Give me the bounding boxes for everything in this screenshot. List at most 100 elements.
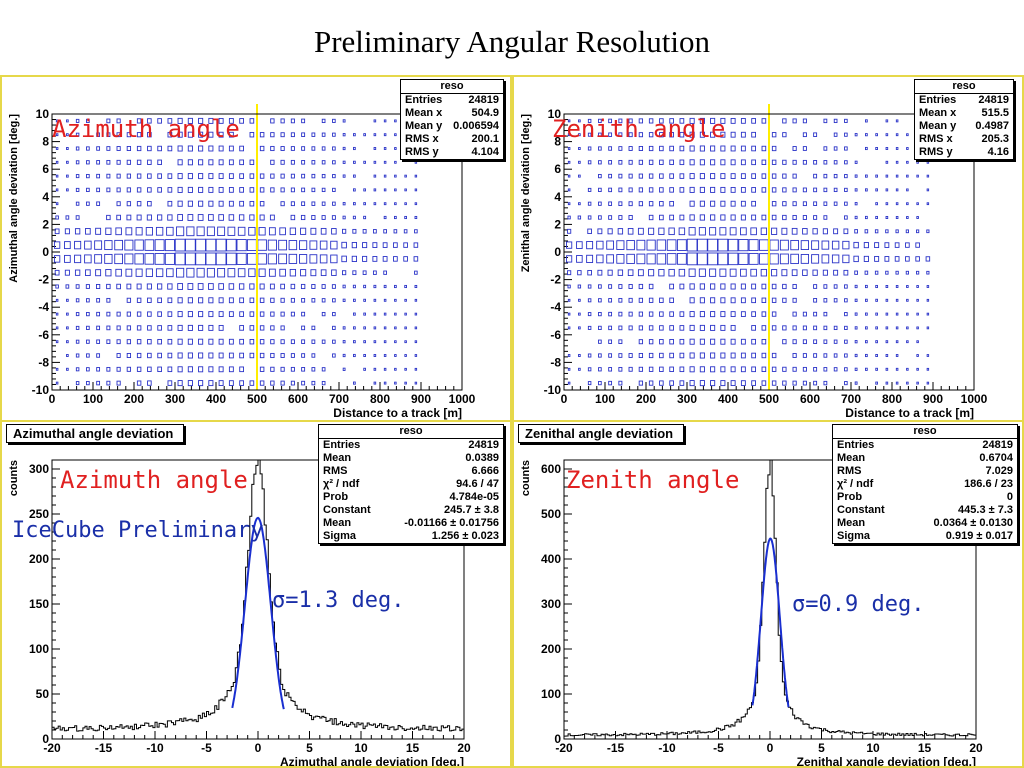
bin-box [916, 216, 919, 219]
bin-box [598, 339, 602, 344]
y-tick-label: 200 [29, 552, 49, 566]
bin-box [916, 381, 919, 385]
bin-box [854, 202, 858, 206]
bin-box [177, 297, 183, 304]
bin-box [578, 147, 581, 150]
bin-box [332, 339, 336, 344]
bin-box [669, 118, 674, 124]
bin-box [362, 242, 368, 249]
bin-box [228, 338, 234, 345]
bin-box [167, 297, 173, 304]
x-tick-label: 500 [247, 392, 267, 406]
bin-box [740, 268, 747, 277]
bin-box [86, 353, 90, 358]
bin-box [157, 173, 162, 179]
bin-box [906, 312, 909, 316]
y-tick-label: -2 [550, 273, 561, 287]
bin-box [157, 325, 162, 331]
bin-box [926, 354, 930, 357]
bin-box [394, 147, 397, 150]
bin-box [729, 268, 737, 277]
bin-box [686, 238, 698, 252]
stats-row-value: 24819 [982, 439, 1013, 451]
bin-box [598, 325, 602, 331]
bin-box [270, 132, 275, 138]
bin-box [136, 132, 142, 138]
bin-box [823, 311, 828, 317]
bin-box [301, 201, 306, 206]
bin-box [669, 297, 674, 304]
bin-box [96, 132, 101, 137]
bin-box [608, 367, 613, 372]
bin-box [259, 132, 265, 138]
bin-box [638, 159, 644, 165]
bin-box [710, 324, 716, 331]
bin-box [404, 284, 407, 289]
bin-box [248, 226, 256, 236]
bin-box [383, 202, 387, 206]
stats-row: Mean y 0.006594 [401, 120, 503, 133]
stats-row-label: RMS x [919, 133, 953, 145]
bin-box [414, 215, 418, 220]
bin-box [116, 173, 121, 179]
x-tick-label: 20 [457, 741, 471, 755]
bin-box [659, 311, 664, 317]
bin-box [679, 352, 685, 359]
bin-box [782, 339, 787, 345]
bin-box [720, 366, 726, 373]
bin-box [627, 269, 634, 277]
bin-box [567, 188, 571, 192]
bin-box [228, 214, 235, 221]
bin-box [699, 159, 705, 166]
bin-box [730, 324, 736, 331]
bin-box [915, 242, 920, 248]
bin-box [414, 174, 418, 178]
bin-box [740, 311, 746, 317]
bin-box [779, 253, 789, 265]
bin-box [218, 352, 224, 359]
bin-box [791, 227, 798, 235]
stats-row: Entries 24819 [915, 94, 1013, 107]
bin-box [751, 366, 756, 373]
overlay-label-zenith-hist: Zenith angle [566, 466, 740, 494]
bin-box [177, 283, 183, 290]
bin-box [134, 253, 144, 265]
bin-box [290, 366, 295, 372]
x-tick-label: 1000 [961, 392, 988, 406]
stats-row: RMS x 205.3 [915, 133, 1013, 146]
bin-box [96, 353, 101, 358]
bin-box [177, 200, 183, 207]
bin-box [865, 340, 868, 344]
bin-box [363, 312, 366, 316]
bin-box [720, 283, 726, 290]
bin-box [218, 338, 224, 345]
bin-box [126, 145, 132, 152]
bin-box [125, 268, 133, 277]
bin-box [352, 284, 356, 289]
bin-box [187, 173, 193, 180]
bin-box [198, 311, 204, 318]
bin-box [710, 366, 716, 373]
overlay-label-azimuth-hist: Azimuth angle [60, 466, 248, 494]
bin-box [373, 381, 377, 385]
bin-box [278, 239, 288, 251]
bin-box [608, 325, 613, 331]
bin-box [875, 381, 878, 385]
bin-box [823, 298, 828, 303]
bin-box [844, 312, 848, 317]
bin-box [96, 367, 101, 372]
bin-box [155, 226, 164, 236]
bin-box [321, 367, 326, 372]
bin-box [618, 201, 623, 207]
bin-box [578, 326, 581, 330]
bin-box [342, 174, 346, 178]
bin-box [342, 353, 346, 358]
bin-box [710, 186, 716, 193]
stats-row-label: Mean x [405, 107, 443, 119]
bin-box [648, 173, 654, 179]
bin-box [926, 270, 930, 275]
stats-box-azimuth-hist: reso Entries 24819 Mean 0.0389 RMS 6.666 χ² / … [318, 424, 504, 544]
bin-box [666, 239, 677, 251]
bin-box [596, 254, 604, 264]
bin-box [95, 227, 102, 235]
